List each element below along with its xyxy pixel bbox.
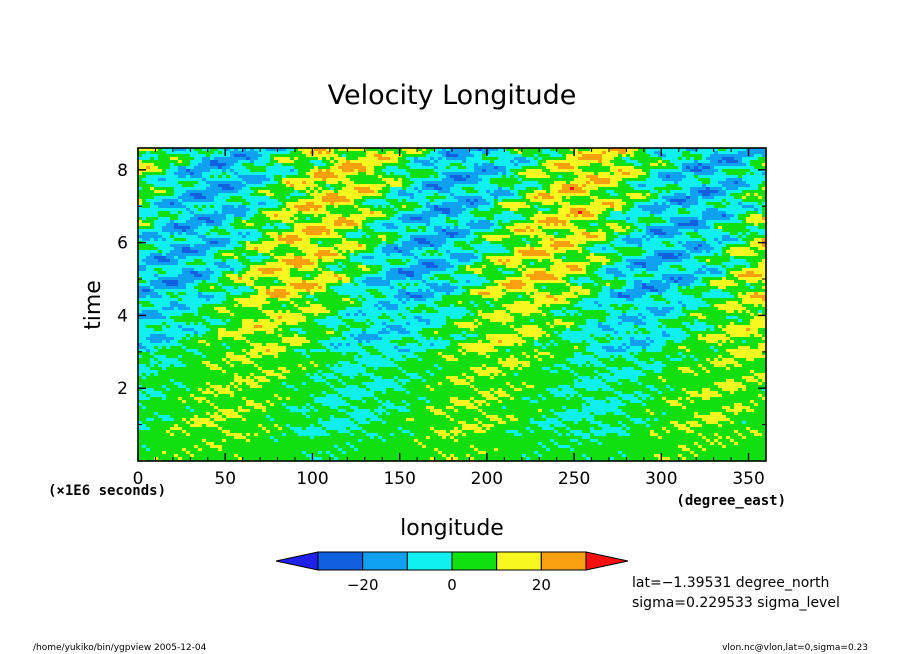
y-tick-label: 2 bbox=[117, 379, 128, 399]
x-tick-label: 50 bbox=[214, 469, 236, 489]
y-units-label: (×1E6 seconds) bbox=[48, 483, 166, 499]
colorbar-box bbox=[451, 551, 498, 571]
y-tick-label: 6 bbox=[117, 234, 128, 254]
colorbar-box bbox=[406, 551, 453, 571]
x-axis-label: longitude bbox=[400, 516, 504, 541]
x-units-label: (degree_east) bbox=[676, 493, 786, 509]
colorbar-box bbox=[362, 551, 408, 571]
colorbar-tick-label: 20 bbox=[532, 576, 551, 594]
axes: 0 50 100 150 200 250 300 350 2 4 6 8 bbox=[117, 148, 766, 489]
footer-path: /home/yukiko/bin/ygpview 2005-12-04 bbox=[33, 643, 207, 653]
plot-area bbox=[137, 147, 767, 462]
y-axis-label: time bbox=[81, 280, 106, 330]
colorbar-box bbox=[540, 551, 587, 571]
x-tick-label: 150 bbox=[383, 469, 415, 489]
colorbar: −20 0 20 bbox=[275, 551, 629, 594]
colorbar-low-arrow bbox=[275, 551, 319, 571]
x-tick-label: 0 bbox=[133, 469, 144, 489]
footer-source: vlon.nc@vlon,lat=0,sigma=0.23 bbox=[722, 643, 868, 653]
chart-title: Velocity Longitude bbox=[328, 80, 577, 111]
x-tick-label: 250 bbox=[558, 469, 590, 489]
lat-annotation: lat=−1.39531 degree_north bbox=[632, 575, 829, 591]
colorbar-tick-label: 0 bbox=[447, 576, 457, 594]
x-tick-label: 200 bbox=[471, 469, 503, 489]
x-tick-label: 300 bbox=[645, 469, 677, 489]
colorbar-tick-label: −20 bbox=[347, 576, 379, 594]
x-tick-label: 100 bbox=[296, 469, 328, 489]
colorbar-box bbox=[317, 551, 364, 571]
colorbar-high-arrow bbox=[585, 551, 629, 571]
x-tick-label: 350 bbox=[732, 469, 764, 489]
y-tick-label: 8 bbox=[117, 161, 128, 181]
colorbar-box bbox=[496, 551, 542, 571]
y-tick-label: 4 bbox=[117, 306, 128, 326]
velocity-field bbox=[138, 148, 766, 461]
sigma-annotation: sigma=0.229533 sigma_level bbox=[632, 595, 840, 611]
